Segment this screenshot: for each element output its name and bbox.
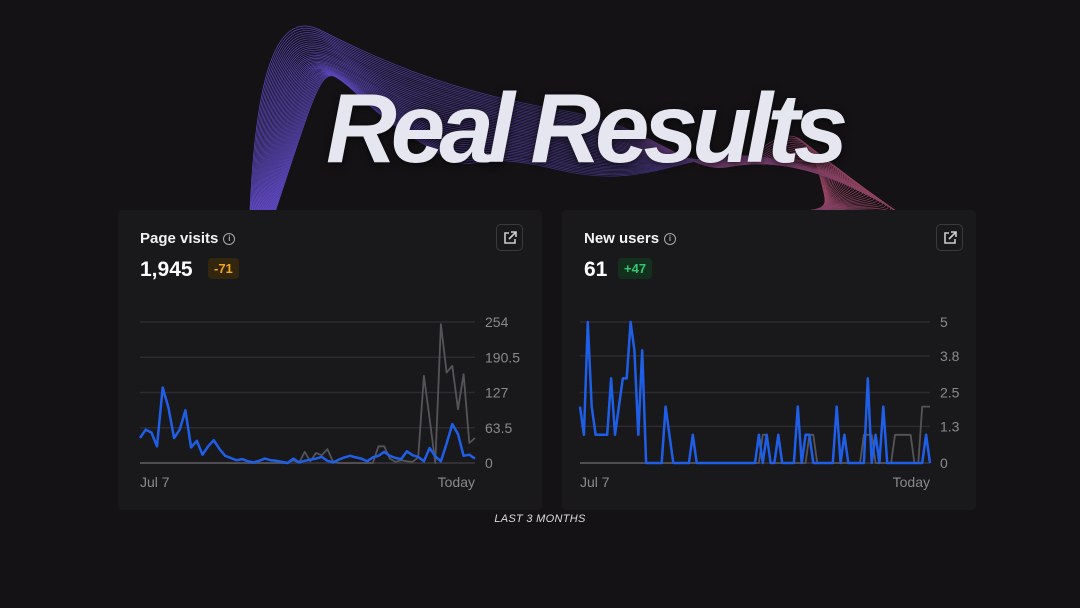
wave-line [254, 40, 828, 213]
wave-line [255, 44, 831, 213]
delta-badge: +47 [618, 258, 653, 279]
y-tick-label: 1.3 [940, 418, 960, 434]
y-tick-label: 127 [485, 385, 509, 401]
wave-line [258, 51, 839, 213]
wave-line [254, 42, 829, 213]
new-users-chart: 5 3.8 2.5 1.3 0 Jul 7 Today [578, 314, 960, 490]
previous-series-line [140, 323, 476, 464]
wave-line [275, 75, 902, 215]
y-tick-label: 63.5 [485, 420, 512, 436]
wave-line [252, 34, 828, 213]
y-tick-label: 5 [940, 314, 948, 330]
y-tick-label: 3.8 [940, 348, 960, 364]
metric-value: 61 [584, 258, 608, 281]
info-icon[interactable]: i [223, 232, 236, 245]
new-users-card: New users i 61 +47 5 3.8 2.5 1.3 0 Jul 7 Today [562, 210, 976, 510]
y-tick-label: 254 [485, 314, 509, 330]
y-tick-label: 2.5 [940, 385, 960, 401]
wave-line [251, 32, 829, 213]
wave-background [249, 25, 902, 215]
delta-badge: -71 [208, 258, 239, 279]
y-tick-label: 0 [485, 455, 493, 471]
page-visits-chart: 254 190.5 127 63.5 0 Jul 7 Today [138, 314, 520, 490]
x-tick-label: Jul 7 [580, 474, 610, 490]
external-link-button[interactable] [496, 224, 523, 251]
wave-line [250, 27, 830, 213]
wave-line [249, 25, 831, 213]
external-link-icon [943, 230, 957, 244]
card-title: Page visits [140, 230, 219, 247]
wave-line [250, 30, 829, 213]
wave-line [256, 46, 833, 213]
wave-line [264, 64, 860, 213]
wave-line [260, 56, 846, 213]
x-tick-label: Today [893, 474, 930, 490]
current-series-line [578, 320, 932, 465]
external-link-icon [503, 230, 517, 244]
headline: Real Results [326, 73, 848, 183]
y-tick-label: 190.5 [485, 349, 520, 365]
wave-line [257, 50, 837, 213]
wave-line [253, 38, 827, 213]
period-label: LAST 3 MONTHS [494, 513, 586, 525]
metric-value: 1,945 [140, 258, 193, 281]
x-tick-label: Jul 7 [140, 474, 170, 490]
wave-line [256, 48, 835, 213]
current-series-line [138, 386, 476, 465]
wave-line [260, 58, 848, 213]
external-link-button[interactable] [936, 224, 963, 251]
wave-line [259, 54, 844, 213]
x-tick-label: Today [438, 474, 475, 490]
card-title: New users [584, 230, 660, 247]
info-icon[interactable]: i [664, 232, 677, 245]
wave-line [252, 36, 828, 213]
y-tick-label: 0 [940, 455, 948, 471]
page-visits-card: Page visits i 1,945 -71 254 190.5 127 63.5 0 J… [118, 210, 542, 510]
wave-line [258, 53, 841, 213]
